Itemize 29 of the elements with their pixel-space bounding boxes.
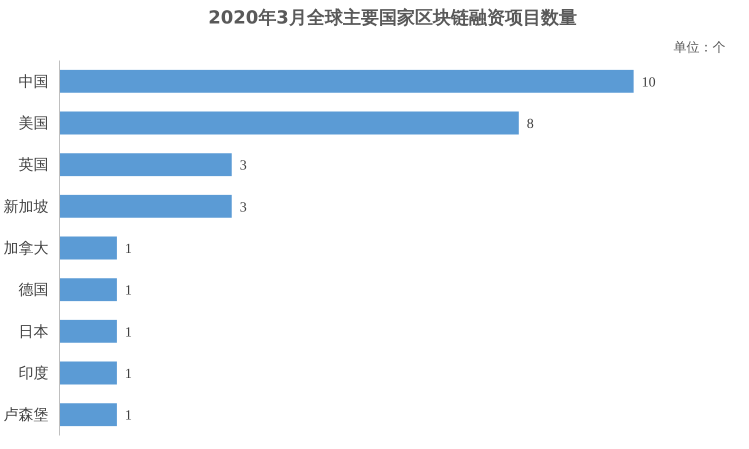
data-label: 3: [240, 158, 247, 174]
y-tick-label: 印度: [18, 364, 48, 382]
bar: [60, 403, 117, 426]
data-label: 8: [526, 117, 534, 132]
data-label: 1: [124, 367, 132, 382]
data-label: 1: [124, 242, 132, 257]
bar: [60, 194, 232, 218]
bar: [60, 70, 634, 93]
bar: [60, 362, 117, 384]
y-tick-label: 加拿大: [4, 239, 48, 257]
y-tick-label: 德国: [18, 280, 48, 299]
data-label: 1: [124, 325, 132, 340]
y-tick-label: 卢森堡: [4, 406, 48, 424]
y-tick-label: 美国: [18, 114, 48, 132]
text: 单位：个: [674, 40, 726, 56]
y-tick-label: 英国: [18, 156, 48, 174]
y-tick-label: 日本: [18, 322, 48, 340]
bar: [60, 320, 117, 343]
bar: [60, 236, 117, 260]
data-label: 1: [124, 408, 132, 424]
bar: [60, 153, 232, 176]
data-label: 1: [124, 284, 132, 299]
y-tick-label: 中国: [18, 72, 48, 90]
data-label: 10: [642, 75, 656, 90]
bar: [60, 278, 117, 302]
chart-title: 2020年3月全球主要国家区块链融资项目数量: [208, 8, 577, 28]
bar: [60, 112, 519, 134]
y-tick-label: 新加坡: [4, 197, 48, 216]
data-label: 3: [240, 200, 247, 216]
